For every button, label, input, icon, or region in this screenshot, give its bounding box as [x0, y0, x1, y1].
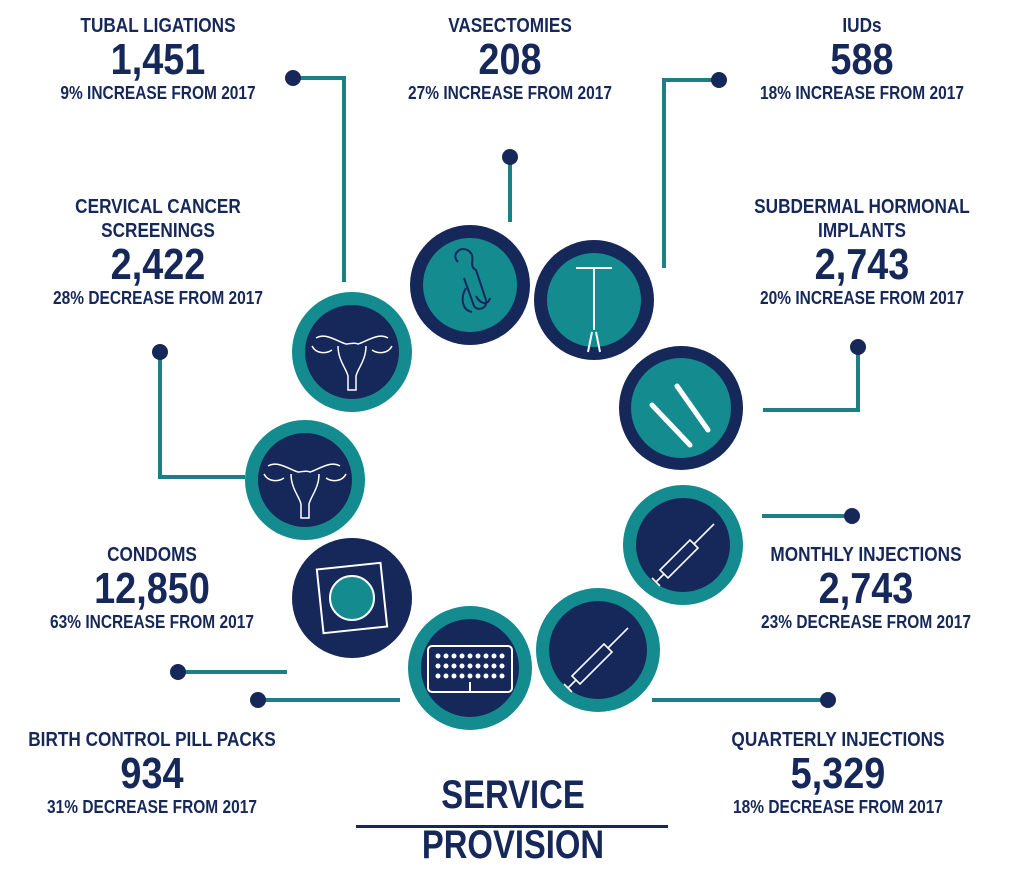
stat-value: 1,451 [110, 35, 206, 84]
stat-label: MONTHLY INJECTIONS [770, 544, 962, 566]
stat-change: 28% DECREASE FROM 2017 [53, 288, 263, 308]
stat-label-line2: SCREENINGS [101, 220, 215, 242]
stat-change: 18% DECREASE FROM 2017 [733, 797, 943, 817]
page-title: SERVICE PROVISION [421, 773, 605, 867]
stat-label: VASECTOMIES [448, 15, 572, 37]
stat-value: 208 [478, 35, 542, 84]
stat-change: 31% DECREASE FROM 2017 [47, 797, 257, 817]
stat-change: 9% INCREASE FROM 2017 [60, 83, 256, 103]
dot-pills [250, 692, 266, 708]
dot-implants [850, 339, 866, 355]
connector-cervical [158, 352, 245, 479]
stat-tubal-ligations: TUBAL LIGATIONS 1,451 9% INCREASE FROM 2… [44, 14, 271, 104]
condom-icon [292, 538, 412, 658]
connector-iud [662, 78, 719, 268]
iud-icon [534, 240, 654, 360]
connector-dots [152, 70, 866, 708]
stat-label: IUDs [842, 15, 882, 37]
dot-tubal [285, 70, 301, 86]
syringe-icon [623, 485, 743, 605]
stat-value: 2,743 [814, 240, 910, 289]
stat-change: 23% DECREASE FROM 2017 [761, 612, 971, 632]
dot-quarterly [820, 692, 836, 708]
stat-label-line1: CERVICAL CANCER [75, 196, 241, 218]
stat-change: 18% INCREASE FROM 2017 [760, 83, 964, 103]
stat-monthly-injections: MONTHLY INJECTIONS 2,743 23% DECREASE FR… [744, 543, 988, 633]
stat-change: 20% INCREASE FROM 2017 [760, 288, 964, 308]
stat-quarterly-injections: QUARTERLY INJECTIONS 5,329 18% DECREASE … [714, 728, 962, 818]
stat-value: 2,743 [818, 564, 914, 613]
stat-cervical-screenings: CERVICAL CANCER SCREENINGS 2,422 28% DEC… [36, 195, 280, 309]
stat-label: CONDOMS [107, 544, 197, 566]
dot-condoms [170, 664, 186, 680]
male-anatomy-icon [410, 225, 530, 345]
stat-value: 5,329 [790, 749, 886, 798]
stat-label: TUBAL LIGATIONS [80, 15, 236, 37]
uterus-icon [245, 420, 365, 540]
connector-tubal [293, 76, 346, 282]
implant-rods-icon [619, 346, 743, 470]
stat-change: 63% INCREASE FROM 2017 [50, 612, 254, 632]
stat-vasectomies: VASECTOMIES 208 27% INCREASE FROM 2017 [391, 14, 628, 104]
syringe-icon [536, 588, 660, 712]
stat-label: QUARTERLY INJECTIONS [731, 729, 945, 751]
stat-label-line2: IMPLANTS [818, 220, 906, 242]
stat-value: 2,422 [110, 240, 206, 289]
uterus-icon [292, 292, 412, 412]
dot-iud [711, 72, 727, 88]
stat-pill-packs: BIRTH CONTROL PILL PACKS 934 31% DECREAS… [8, 728, 296, 818]
service-provision-graphic [152, 70, 866, 730]
stat-label: BIRTH CONTROL PILL PACKS [28, 729, 276, 751]
stat-change: 27% INCREASE FROM 2017 [408, 83, 612, 103]
stat-subdermal-implants: SUBDERMAL HORMONAL IMPLANTS 2,743 20% IN… [737, 195, 988, 309]
stat-value: 588 [830, 35, 894, 84]
dot-monthly [844, 508, 860, 524]
stat-iuds: IUDs 588 18% INCREASE FROM 2017 [743, 14, 980, 104]
dot-cervical [152, 344, 168, 360]
connector-implants [763, 347, 860, 412]
title-underline [356, 825, 668, 828]
stat-value: 934 [120, 749, 184, 798]
stat-label-line1: SUBDERMAL HORMONAL [754, 196, 970, 218]
stat-condoms: CONDOMS 12,850 63% INCREASE FROM 2017 [33, 543, 270, 633]
dot-vasectomy [502, 149, 518, 165]
pill-pack-icon [408, 606, 532, 730]
connector-lines [158, 76, 860, 702]
stat-value: 12,850 [94, 564, 210, 613]
